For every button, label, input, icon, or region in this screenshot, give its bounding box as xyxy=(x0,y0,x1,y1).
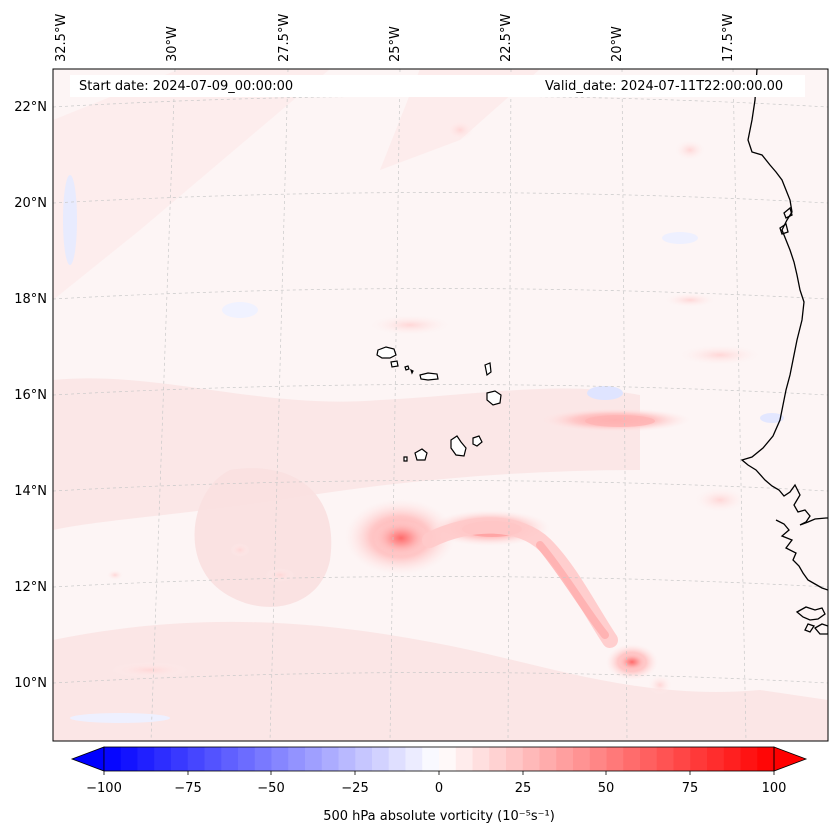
lon-label-27-5w: 27.5°W xyxy=(277,13,292,62)
valid-date-box xyxy=(400,75,805,97)
vorticity-field xyxy=(53,69,828,741)
lat-label-16n: 16°N xyxy=(14,388,47,403)
lat-label-12n: 12°N xyxy=(14,580,47,595)
lat-label-10n: 10°N xyxy=(14,676,47,691)
colorbar-step xyxy=(623,747,641,771)
lon-label-25w: 25°W xyxy=(388,26,403,62)
colorbar-tick-label: −75 xyxy=(174,781,202,796)
colorbar-step xyxy=(573,747,591,771)
colorbar-step xyxy=(640,747,658,771)
colorbar-step xyxy=(589,747,607,771)
colorbar-tick-label: 75 xyxy=(681,781,699,796)
colorbar-step xyxy=(489,747,507,771)
colorbar-step xyxy=(338,747,356,771)
lon-label-22-5w: 22.5°W xyxy=(499,13,514,62)
colorbar-step xyxy=(288,747,306,771)
colorbar-step xyxy=(740,747,758,771)
colorbar-step xyxy=(388,747,406,771)
colorbar-step xyxy=(422,747,440,771)
colorbar-step xyxy=(355,747,373,771)
colorbar-step xyxy=(439,747,457,771)
colorbar-step xyxy=(171,747,189,771)
colorbar-tick-label: 25 xyxy=(514,781,532,796)
start-date-label: Start date: 2024-07-09_00:00:00 xyxy=(79,79,294,94)
colorbar-steps xyxy=(104,747,775,771)
coastline-west-africa xyxy=(740,69,828,635)
colorbar-step xyxy=(238,747,256,771)
colorbar-max-arrow xyxy=(773,746,808,772)
colorbar-step xyxy=(305,747,323,771)
colorbar-step xyxy=(405,747,423,771)
colorbar-step xyxy=(556,747,574,771)
colorbar-step xyxy=(707,747,725,771)
colorbar-step xyxy=(506,747,524,771)
colorbar-step xyxy=(221,747,239,771)
colorbar-step xyxy=(723,747,741,771)
colorbar-tick-label: −25 xyxy=(341,781,369,796)
colorbar-step xyxy=(104,747,122,771)
colorbar xyxy=(70,746,808,775)
colorbar-tick-label: −50 xyxy=(257,781,285,796)
cape-verde-islands xyxy=(376,346,502,462)
lat-label-14n: 14°N xyxy=(14,484,47,499)
lat-label-20n: 20°N xyxy=(14,196,47,211)
colorbar-min-arrow xyxy=(70,746,105,772)
lon-label-20w: 20°W xyxy=(610,26,625,62)
gridlines xyxy=(53,69,828,741)
lon-label-32-5w: 32.5°W xyxy=(54,13,69,62)
colorbar-step xyxy=(271,747,289,771)
colorbar-tick-label: 0 xyxy=(434,781,444,796)
colorbar-step xyxy=(204,747,222,771)
colorbar-step xyxy=(539,747,557,771)
colorbar-step xyxy=(455,747,473,771)
colorbar-tick-label: 50 xyxy=(597,781,615,796)
colorbar-step xyxy=(154,747,172,771)
lon-label-17-5w: 17.5°W xyxy=(721,13,736,62)
colorbar-step xyxy=(120,747,138,771)
colorbar-step xyxy=(254,747,272,771)
lat-label-18n: 18°N xyxy=(14,292,47,307)
colorbar-tick-label: −100 xyxy=(86,781,122,796)
colorbar-step xyxy=(606,747,624,771)
colorbar-step xyxy=(321,747,339,771)
lon-label-30w: 30°W xyxy=(165,26,180,62)
lat-label-22n: 22°N xyxy=(14,100,47,115)
colorbar-step xyxy=(372,747,390,771)
valid-date-label: Valid_date: 2024-07-11T22:00:00.00 xyxy=(545,79,784,94)
colorbar-tick-label: 100 xyxy=(761,781,787,796)
map-frame xyxy=(52,68,829,742)
colorbar-step xyxy=(187,747,205,771)
colorbar-step xyxy=(757,747,775,771)
colorbar-step xyxy=(472,747,490,771)
colorbar-step xyxy=(522,747,540,771)
colorbar-tickmarks xyxy=(103,771,775,775)
colorbar-step xyxy=(656,747,674,771)
colorbar-step xyxy=(137,747,155,771)
colorbar-title: 500 hPa absolute vorticity (10⁻⁵s⁻¹) xyxy=(323,809,555,824)
colorbar-step xyxy=(690,747,708,771)
start-date-box xyxy=(70,75,400,97)
colorbar-step xyxy=(673,747,691,771)
